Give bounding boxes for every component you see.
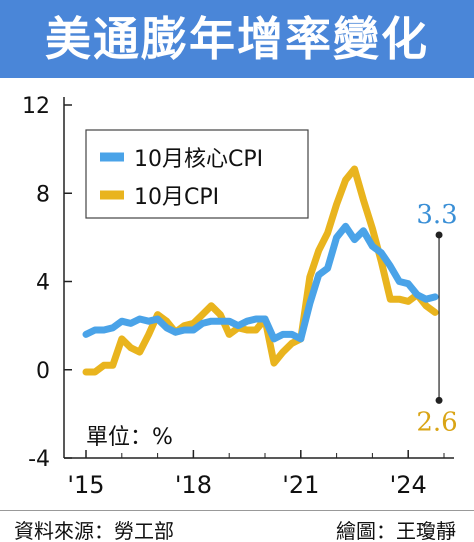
cpi-end-label: 2.6 — [416, 407, 457, 437]
source-note: 資料來源：勞工部 — [14, 519, 174, 542]
core-cpi-end-label: 3.3 — [416, 200, 457, 230]
y-tick-label: 8 — [36, 182, 50, 207]
cpi-line — [82, 165, 439, 376]
legend-box — [85, 129, 309, 219]
plot-area: 12 8 4 0 -4 '15 '18 '21 '24 3.3 2.6 10月核心CPI 10月CPI 單… — [0, 78, 474, 510]
core-cpi-line — [82, 222, 439, 343]
callout-dot-bottom — [435, 396, 443, 404]
x-tick-label: '15 — [67, 471, 104, 499]
callout-dot-top — [435, 231, 443, 239]
y-tick-label: 12 — [22, 94, 50, 119]
y-tick-label: 4 — [36, 271, 50, 296]
footer: 資料來源：勞工部 繪圖：王瓊靜 — [0, 510, 474, 542]
chart-svg: 12 8 4 0 -4 '15 '18 '21 '24 3.3 2.6 10月核心CPI 10月CPI 單… — [22, 94, 458, 499]
x-tick-label: '24 — [390, 471, 427, 499]
legend-label-core-cpi: 10月核心CPI — [134, 147, 263, 172]
y-tick-label: 0 — [36, 359, 50, 384]
unit-label: 單位：% — [86, 425, 173, 450]
x-tick-label: '21 — [282, 471, 319, 499]
legend-label-cpi: 10月CPI — [134, 185, 219, 210]
title-bar: 美通膨年增率變化 — [0, 0, 474, 78]
y-tick-label: -4 — [28, 447, 50, 472]
credit-note: 繪圖：王瓊靜 — [336, 519, 456, 542]
x-tick-label: '18 — [175, 471, 212, 499]
chart-title: 美通膨年增率變化 — [45, 12, 429, 66]
